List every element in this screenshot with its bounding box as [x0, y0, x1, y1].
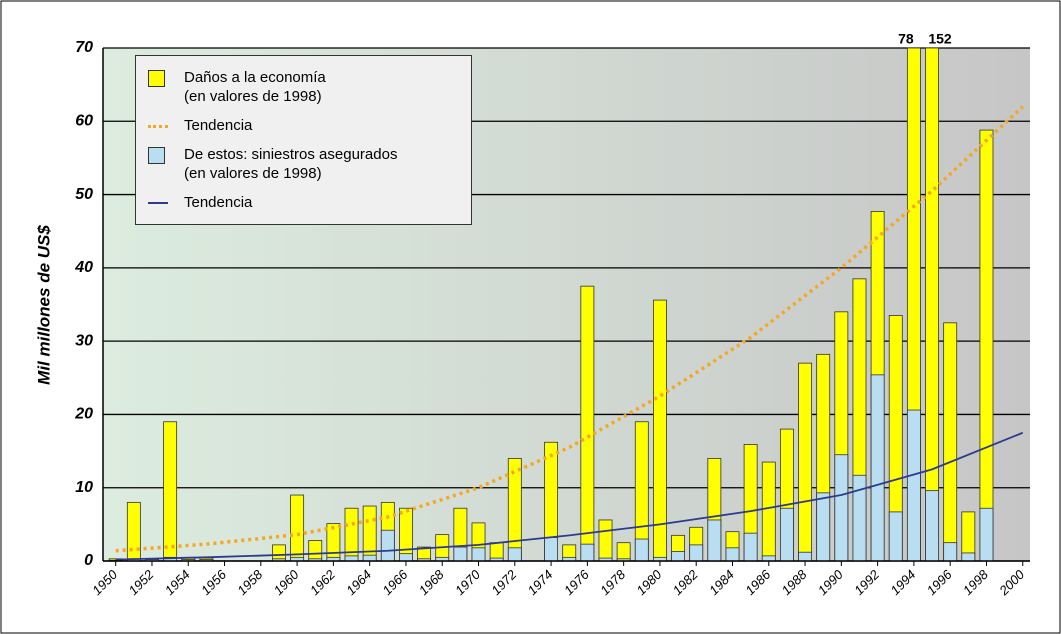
- bar: [471, 547, 486, 562]
- y-tick-label: 50: [75, 186, 93, 203]
- legend-label: Tendencia: [184, 117, 253, 134]
- y-tick-label: 30: [75, 332, 93, 349]
- y-tick-label: 20: [74, 406, 93, 423]
- bar: [652, 299, 667, 562]
- bar: [453, 546, 468, 562]
- bar: [362, 554, 377, 562]
- legend-label: Daños a la economía (en valores de 1998): [184, 69, 326, 105]
- bar: [925, 490, 939, 562]
- bar: [888, 511, 903, 562]
- bar: [399, 553, 413, 562]
- bar: [671, 551, 685, 562]
- bar: [634, 538, 649, 562]
- bar: [834, 454, 849, 562]
- y-tick-label: 40: [74, 259, 93, 276]
- value-label: 152: [928, 31, 952, 47]
- bar: [761, 555, 776, 562]
- bar: [308, 540, 323, 562]
- trend-line: [115, 105, 1024, 553]
- bar: [943, 542, 958, 562]
- legend-item: Tendencia: [148, 116, 471, 135]
- bar: [961, 552, 976, 562]
- trend-line: [115, 431, 1024, 561]
- legend-symbol: [148, 116, 184, 134]
- legend-symbol: [148, 68, 184, 87]
- bar: [544, 537, 559, 562]
- bar: [979, 129, 994, 562]
- y-tick-label: 10: [75, 479, 93, 496]
- legend-symbol: [148, 145, 184, 164]
- bar: [779, 507, 794, 562]
- legend: Daños a la economía (en valores de 1998)…: [135, 55, 472, 225]
- legend-item: Tendencia: [148, 193, 471, 212]
- value-label: 78: [898, 31, 914, 47]
- bar: [616, 542, 631, 562]
- bar: [362, 505, 377, 562]
- bar: [798, 551, 812, 562]
- bar: [290, 494, 305, 562]
- y-tick-label: 0: [84, 552, 93, 569]
- y-tick-label: 60: [75, 113, 93, 130]
- bar: [816, 492, 831, 562]
- bar: [906, 409, 921, 562]
- bar: [399, 507, 413, 562]
- bar: [798, 362, 812, 562]
- bar: [598, 519, 613, 562]
- bar: [344, 555, 359, 562]
- bar: [870, 374, 885, 562]
- bar: [580, 543, 595, 562]
- bar: [163, 421, 178, 562]
- bar: [943, 322, 958, 562]
- bar: [689, 544, 704, 562]
- bar: [580, 285, 595, 562]
- bar: [380, 529, 395, 562]
- bar: [507, 547, 522, 562]
- legend-label: De estos: siniestros asegurados (en valo…: [184, 146, 398, 182]
- y-tick-label: 70: [75, 39, 93, 56]
- bar: [126, 501, 141, 562]
- legend-item: Daños a la economía (en valores de 1998): [148, 68, 471, 106]
- bar: [979, 507, 994, 562]
- legend-item: De estos: siniestros asegurados (en valo…: [148, 145, 471, 183]
- bar: [507, 457, 522, 562]
- bar: [925, 47, 939, 562]
- bar: [725, 547, 740, 562]
- legend-label: Tendencia: [184, 194, 253, 211]
- legend-symbol: [148, 193, 184, 211]
- bar: [707, 519, 722, 562]
- bar: [743, 532, 758, 562]
- y-axis-label: Mil millones de US$: [34, 225, 53, 385]
- bar: [761, 461, 776, 562]
